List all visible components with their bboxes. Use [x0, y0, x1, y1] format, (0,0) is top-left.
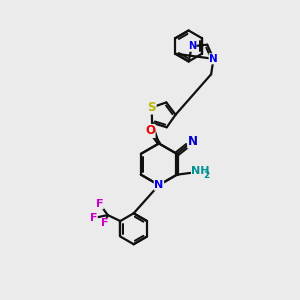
- Text: NH: NH: [191, 166, 210, 176]
- Text: F: F: [96, 199, 103, 209]
- Text: F: F: [101, 218, 109, 228]
- Text: F: F: [90, 213, 97, 223]
- Text: 2: 2: [203, 171, 210, 180]
- Text: S: S: [148, 101, 156, 114]
- Text: N: N: [188, 41, 196, 51]
- Text: N: N: [188, 135, 198, 148]
- Text: O: O: [145, 124, 155, 137]
- Text: N: N: [209, 54, 218, 64]
- Text: N: N: [154, 180, 164, 190]
